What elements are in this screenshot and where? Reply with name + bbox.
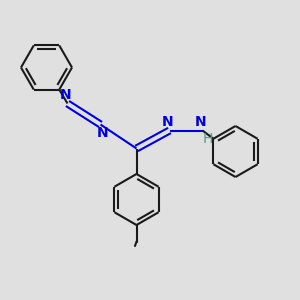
Text: N: N (60, 88, 71, 102)
Text: N: N (195, 115, 207, 129)
Text: N: N (162, 115, 174, 129)
Text: H: H (203, 132, 213, 146)
Text: N: N (97, 126, 108, 140)
